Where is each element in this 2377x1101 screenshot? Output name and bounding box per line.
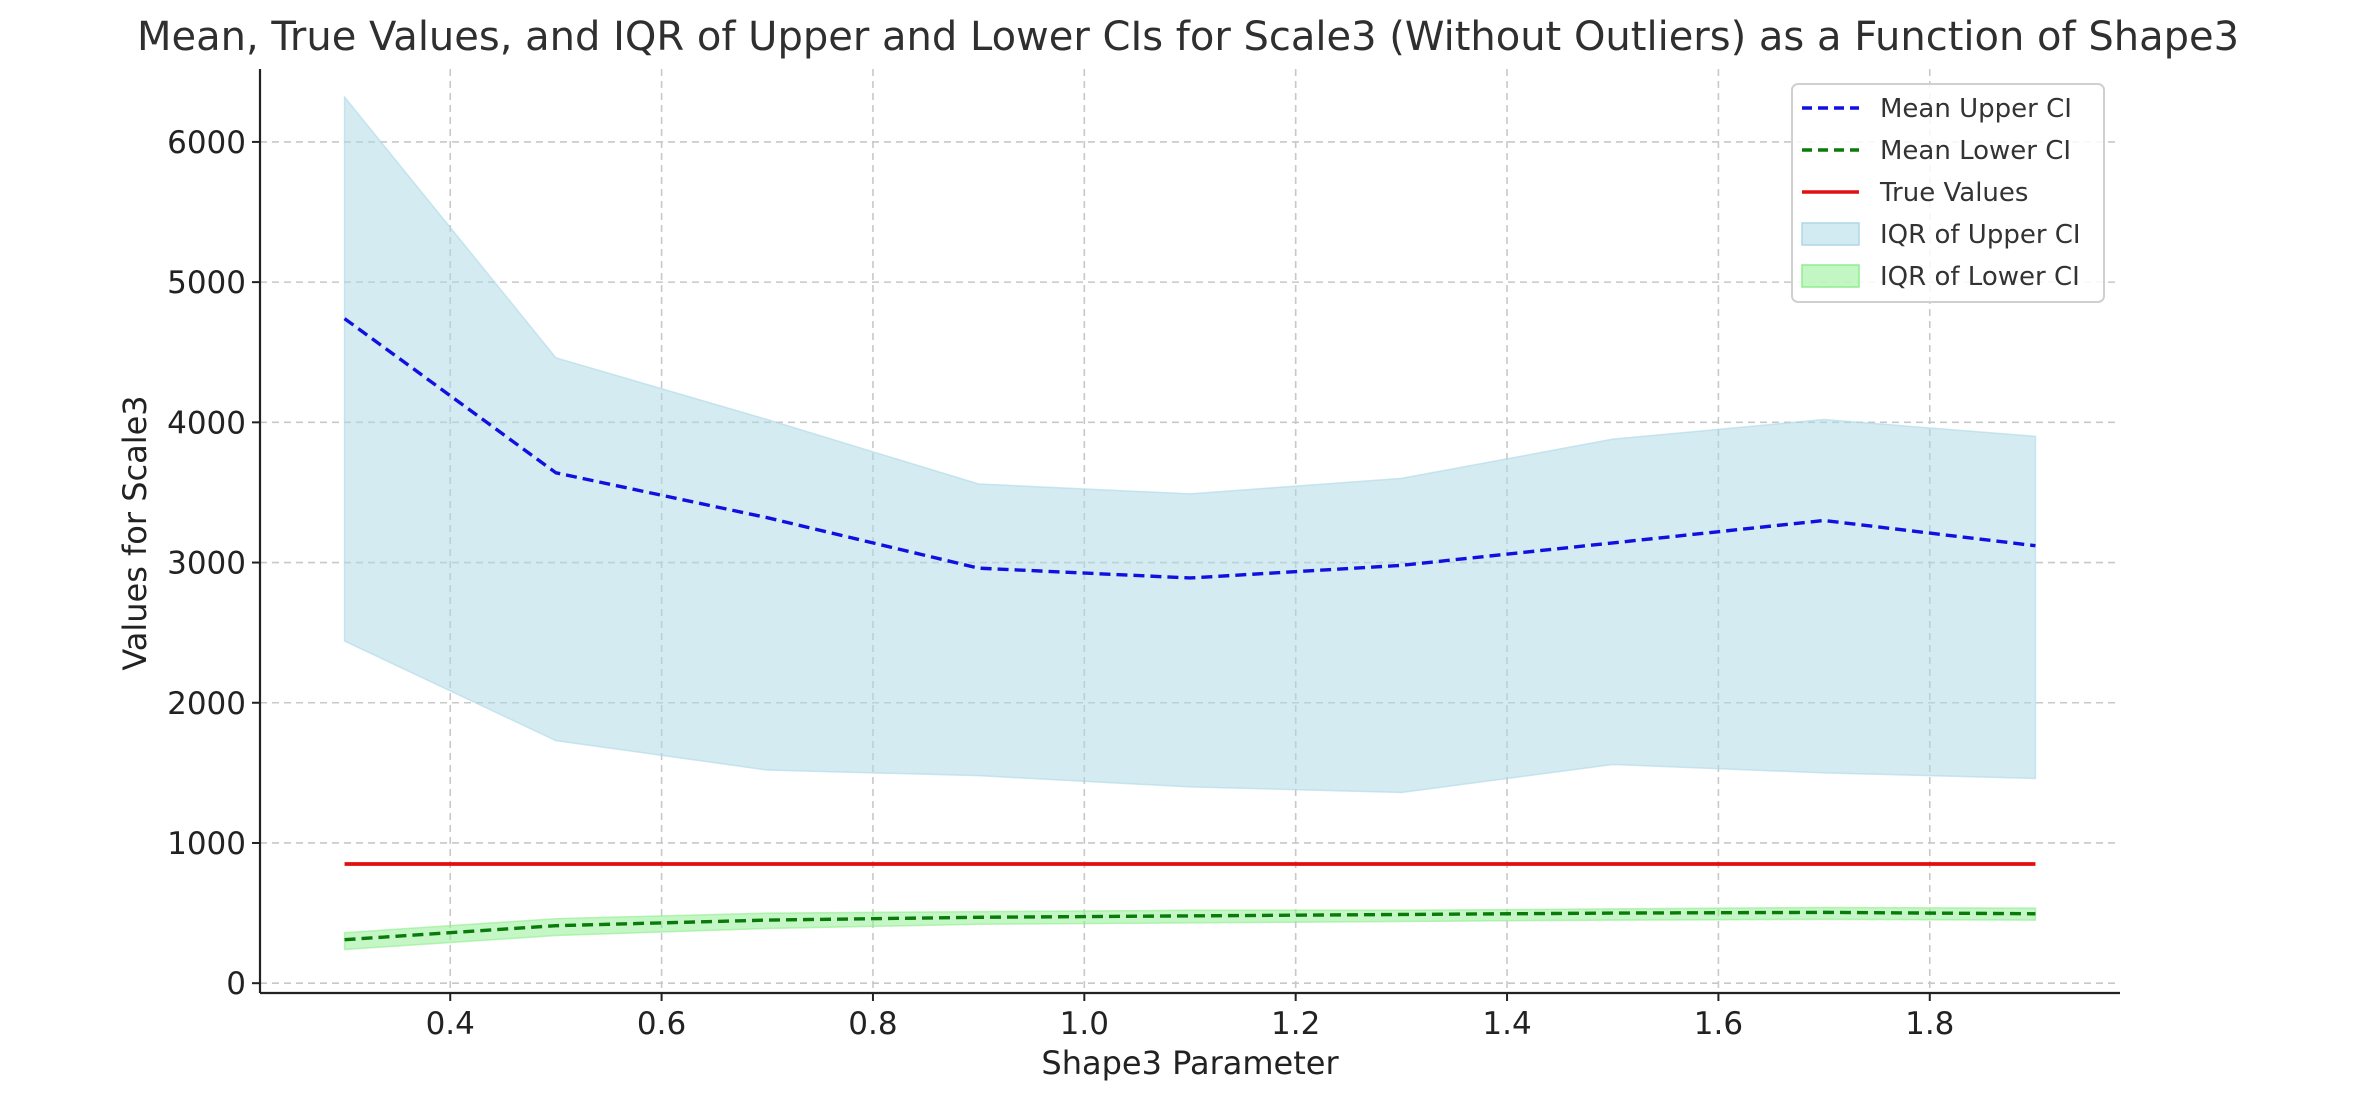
legend-label-true-values: True Values: [1879, 178, 2028, 208]
legend-label-iqr-of-lower-ci: IQR of Lower CI: [1880, 262, 2080, 292]
y-tick-label: 1000: [167, 826, 246, 862]
x-tick-label: 1.4: [1482, 1006, 1531, 1042]
mean-lower-ci-point: [1399, 912, 1403, 916]
legend: Mean Upper CI Mean Lower CI True Values IQR…: [1791, 83, 2105, 303]
true-values-point: [2033, 862, 2037, 866]
y-tick-label: 2000: [167, 686, 246, 722]
mean-upper-ci-point: [1611, 541, 1615, 545]
mean-upper-ci-point: [342, 316, 346, 320]
x-tick-label: 1.0: [1060, 1006, 1109, 1042]
legend-swatch-iqr-of-lower-ci: [1801, 264, 1860, 288]
mean-lower-ci-point: [554, 923, 558, 927]
true-values-point: [1822, 862, 1826, 866]
y-tick-label: 4000: [167, 405, 246, 441]
mean-upper-ci-point: [554, 471, 558, 475]
y-tick-label: 0: [226, 966, 246, 1002]
mean-lower-ci-point: [1611, 911, 1615, 915]
x-tick-label: 1.8: [1905, 1006, 1954, 1042]
mean-lower-ci-point: [976, 915, 980, 919]
mean-lower-ci-point: [2033, 912, 2037, 916]
true-values-point: [554, 862, 558, 866]
x-tick-label: 0.8: [848, 1006, 897, 1042]
mean-upper-ci-point: [976, 566, 980, 570]
mean-upper-ci-line: [343, 317, 2036, 580]
mean-upper-ci-point: [2033, 544, 2037, 548]
true-values-point: [976, 862, 980, 866]
y-tick-label: 3000: [167, 546, 246, 582]
mean-lower-ci-line: [344, 910, 2036, 942]
legend-swatch-iqr-of-upper-ci: [1801, 222, 1860, 246]
y-tick-label: 5000: [167, 265, 246, 301]
x-tick-label: 1.6: [1694, 1006, 1743, 1042]
true-values-point: [1399, 862, 1403, 866]
series-lines: [342, 316, 2037, 942]
mean-upper-ci-point: [1188, 576, 1192, 580]
x-ticks: 0.4 0.6 0.8 1.0 1.2 1.4 1.6 1.8: [426, 993, 1954, 1042]
mean-lower-ci-point: [342, 938, 346, 942]
y-axis-label: Values for Scale3: [116, 395, 154, 670]
true-values-point: [1611, 862, 1615, 866]
mean-lower-ci-point: [1822, 910, 1826, 914]
mean-upper-ci-point: [1399, 563, 1403, 567]
legend-items: Mean Upper CI Mean Lower CI True Values IQR…: [1801, 94, 2081, 292]
y-tick-label: 6000: [167, 125, 246, 161]
mean-lower-ci-point: [1188, 914, 1192, 918]
legend-label-iqr-of-upper-ci: IQR of Upper CI: [1880, 220, 2081, 250]
axes: [258, 69, 2120, 995]
iqr-bands: [343, 94, 2037, 951]
x-tick-label: 0.6: [637, 1006, 686, 1042]
mean-lower-ci-point: [765, 918, 769, 922]
true-values-point: [1188, 862, 1192, 866]
x-tick-label: 1.2: [1271, 1006, 1320, 1042]
mean-upper-ci-point: [765, 515, 769, 519]
legend-label-mean-upper-ci: Mean Upper CI: [1880, 94, 2072, 124]
iqr-of-lower-ci-band: [343, 906, 2037, 951]
legend-box: [1791, 83, 2105, 303]
true-values-point: [765, 862, 769, 866]
y-ticks: 0 1000 2000 3000 4000 5000 6000: [167, 125, 260, 1002]
legend-label-mean-lower-ci: Mean Lower CI: [1880, 136, 2071, 166]
true-values-point: [342, 862, 346, 866]
x-axis-label: Shape3 Parameter: [1041, 1044, 1339, 1082]
iqr-of-upper-ci-band: [343, 94, 2037, 794]
chart-title: Mean, True Values, and IQR of Upper and …: [137, 14, 2239, 60]
x-tick-label: 0.4: [426, 1006, 475, 1042]
mean-upper-ci-point: [1822, 518, 1826, 522]
